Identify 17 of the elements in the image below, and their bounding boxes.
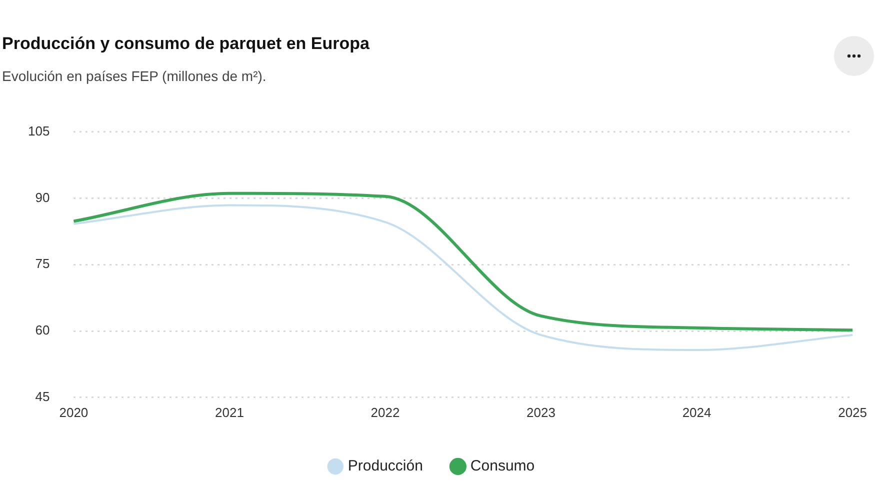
y-tick-label: 75 xyxy=(35,256,50,272)
x-tick-label: 2025 xyxy=(838,404,867,420)
x-tick-label: 2022 xyxy=(370,404,400,420)
chart-title: Producción y consumo de parquet en Europa xyxy=(2,34,370,54)
y-tick-label: 90 xyxy=(35,190,50,205)
y-tick-label: 105 xyxy=(28,123,50,138)
line-series xyxy=(72,204,854,352)
y-tick-label: 45 xyxy=(35,388,50,404)
x-tick-label: 2023 xyxy=(526,404,556,420)
legend-label: Producción xyxy=(348,458,423,475)
chart-subtitle: Evolución en países FEP (millones de m²). xyxy=(2,68,266,84)
y-tick-label: 60 xyxy=(35,322,50,338)
x-tick-label: 2020 xyxy=(59,404,88,420)
x-tick-label: 2021 xyxy=(215,404,244,420)
legend-label: Consumo xyxy=(470,458,535,475)
line-series xyxy=(72,192,854,332)
x-tick-label: 2024 xyxy=(682,404,712,420)
